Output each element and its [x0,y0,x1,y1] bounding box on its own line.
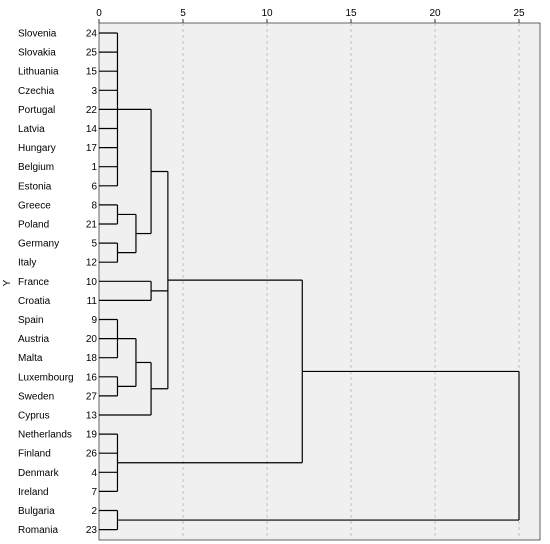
leaf-id: 11 [87,296,98,307]
x-axis-ticks: 0 5 10 15 20 25 [96,8,525,23]
leaf-name: Spain [18,315,44,326]
leaf-id: 13 [86,411,98,422]
leaf-id: 24 [86,29,98,40]
leaf-name: Luxembourg [18,372,74,383]
leaf-id: 16 [86,372,98,383]
leaf-id: 8 [91,200,97,211]
leaf-id: 2 [91,506,97,517]
leaf-id: 25 [86,48,98,59]
leaf-name: Malta [18,353,43,364]
plot-area [98,22,541,541]
leaf-id: 27 [86,391,98,402]
leaf-name: Denmark [18,468,60,479]
x-tick-label: 0 [96,8,102,19]
leaf-id: 15 [86,67,98,78]
leaf-name: Romania [18,525,58,536]
leaf-id: 22 [86,105,98,116]
leaf-id: 12 [86,258,98,269]
leaf-id: 26 [86,449,98,460]
x-tick-label: 15 [345,8,357,19]
leaf-name: Italy [18,258,36,269]
leaf-name: Belgium [18,162,54,173]
x-tick-label: 10 [261,8,273,19]
x-tick-label: 20 [429,8,441,19]
leaf-name: Hungary [18,143,56,154]
x-tick-label: 5 [180,8,186,19]
leaf-name: France [18,277,50,288]
leaf-name: Portugal [18,105,55,116]
leaf-id: 5 [91,239,97,250]
leaf-name: Croatia [18,296,51,307]
dendrogram-links [116,32,520,531]
leaf-name: Finland [18,449,51,460]
leaf-name: Netherlands [18,430,72,441]
leaf-id: 6 [91,181,97,192]
leaf-name: Latvia [18,124,45,135]
leaf-name: Slovakia [18,48,56,59]
leaf-name: Czechia [18,86,55,97]
leaf-name: Greece [18,200,51,211]
leaf-id: 17 [86,143,98,154]
leaf-id: 21 [86,220,98,231]
leaf-name: Ireland [18,487,49,498]
leaf-id: 1 [91,162,97,173]
leaf-name: Bulgaria [18,506,55,517]
leaf-id: 14 [86,124,98,135]
leaf-id: 9 [91,315,97,326]
leaf-name: Slovenia [18,29,57,40]
x-tick-label: 25 [513,8,525,19]
leaf-id: 10 [86,277,98,288]
leaf-id: 7 [91,487,97,498]
leaf-id: 20 [86,334,98,345]
leaf-name: Sweden [18,391,54,402]
grid-lines [182,23,520,540]
leaf-name: Cyprus [18,411,50,422]
leaf-name: Poland [18,220,49,231]
leaf-id: 23 [86,525,98,536]
leaf-id: 3 [91,86,97,97]
leaf-name: Germany [18,239,59,250]
leaf-name: Austria [18,334,50,345]
leaf-name: Lithuania [18,67,59,78]
leaf-name: Estonia [18,181,52,192]
y-axis-label: Y [2,279,13,286]
leaf-id: 18 [86,353,98,364]
leaf-id: 4 [91,468,97,479]
leaf-id: 19 [86,430,98,441]
